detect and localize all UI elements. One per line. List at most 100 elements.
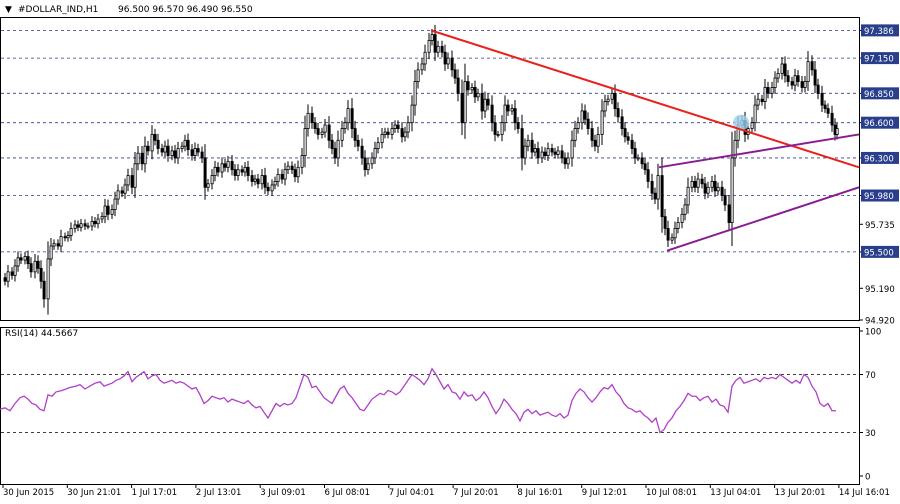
candle-body xyxy=(266,186,270,192)
candle-body xyxy=(436,45,440,53)
rsi-y-tick-label: 100 xyxy=(865,328,881,338)
candle-body xyxy=(523,145,527,159)
y-tick-label: 95.500 xyxy=(864,248,894,258)
candle-body xyxy=(793,75,797,86)
x-tick-label: 6 Jul 08:01 xyxy=(325,488,371,498)
candle-body xyxy=(700,178,704,185)
x-tick-label: 1 Jul 17:01 xyxy=(132,488,178,498)
candle-body xyxy=(570,139,574,159)
candle-body xyxy=(410,104,414,124)
candle-body xyxy=(76,224,80,228)
candle-body xyxy=(176,148,180,159)
candle-body xyxy=(560,150,564,159)
candle-body xyxy=(510,108,514,112)
candle-body xyxy=(42,280,46,300)
candle-body xyxy=(140,152,144,165)
candle-body xyxy=(66,235,70,239)
candle-body xyxy=(130,175,134,188)
candle-body xyxy=(303,128,307,156)
candle-body xyxy=(616,108,620,118)
candle-body xyxy=(596,134,600,147)
candle-body xyxy=(533,148,537,153)
candle-body xyxy=(530,139,534,153)
candle-body xyxy=(686,186,690,206)
rsi-y-tick-label: 30 xyxy=(865,429,876,439)
candle-body xyxy=(753,104,757,124)
candle-body xyxy=(663,216,667,229)
candle-body xyxy=(39,267,43,282)
candle-body xyxy=(696,178,700,188)
candle-body xyxy=(3,277,7,282)
candle-body xyxy=(813,69,817,86)
candle-body xyxy=(73,224,77,229)
x-tick-label: 9 Jul 12:01 xyxy=(582,488,628,498)
candle-body xyxy=(366,163,370,171)
candle-body xyxy=(643,163,647,171)
candle-body xyxy=(670,237,674,241)
y-tick-label: 95.735 xyxy=(865,221,895,231)
rsi-title: RSI(14) 44.5667 xyxy=(5,329,78,339)
candle-body xyxy=(693,181,697,188)
candle-body xyxy=(727,204,731,223)
candle-body xyxy=(796,75,800,82)
candle-body xyxy=(563,157,567,165)
candle-body xyxy=(10,271,14,276)
candle-body xyxy=(786,75,790,82)
x-tick-label: 13 Jul 04:01 xyxy=(710,488,761,498)
candle-body xyxy=(556,150,560,155)
candle-body xyxy=(216,166,220,173)
candle-body xyxy=(230,161,234,171)
candle-body xyxy=(803,81,807,88)
candle-body xyxy=(293,169,297,178)
candle-body xyxy=(713,181,717,192)
candle-body xyxy=(650,181,654,194)
candle-body xyxy=(286,165,290,171)
candle-body xyxy=(433,34,437,53)
candle-body xyxy=(46,258,50,300)
price-pane-frame xyxy=(0,17,860,321)
candle-body xyxy=(473,87,477,98)
candle-body xyxy=(606,98,610,102)
candle-body xyxy=(446,57,450,65)
candle-body xyxy=(823,104,827,110)
candle-body xyxy=(29,263,33,273)
candle-body xyxy=(835,128,839,135)
candle-body xyxy=(620,116,624,129)
y-tick-label-box xyxy=(861,24,899,37)
candle-body xyxy=(690,181,694,188)
candle-body xyxy=(543,151,547,156)
candle-body xyxy=(246,166,250,176)
candle-body xyxy=(427,40,431,53)
candle-body xyxy=(306,112,310,129)
y-tick-label: 96.600 xyxy=(864,119,894,129)
candle-body xyxy=(260,175,264,185)
candle-body xyxy=(423,51,427,65)
candle-body xyxy=(360,145,364,159)
candle-body xyxy=(683,204,687,215)
candle-body xyxy=(200,151,204,159)
y-tick-label-box xyxy=(861,87,899,100)
candle-body xyxy=(636,157,640,160)
candle-body xyxy=(13,265,17,276)
candle-body xyxy=(93,220,97,225)
candle-body xyxy=(476,92,480,98)
x-tick-label: 7 Jul 04:01 xyxy=(389,488,435,498)
candle-body xyxy=(90,220,94,227)
rsi-pane[interactable]: 100 70 30 0 xyxy=(0,327,881,485)
x-tick-label: 10 Jul 08:01 xyxy=(646,488,697,498)
candle-body xyxy=(143,145,147,165)
candle-body xyxy=(730,157,734,223)
candle-body xyxy=(376,142,380,149)
price-pane[interactable]: 97.386 97.150 96.850 96.600 96.300 95.980 95.7… xyxy=(0,17,900,327)
candle-body xyxy=(513,108,517,124)
candle-body xyxy=(593,139,597,147)
menu-arrow-icon[interactable]: ▼ xyxy=(5,5,12,15)
candle-body xyxy=(496,134,500,136)
candle-body xyxy=(273,181,277,186)
y-tick-label-box xyxy=(861,245,899,258)
candle-body xyxy=(580,110,584,124)
candle-body xyxy=(33,260,37,273)
candle-body xyxy=(480,92,484,112)
